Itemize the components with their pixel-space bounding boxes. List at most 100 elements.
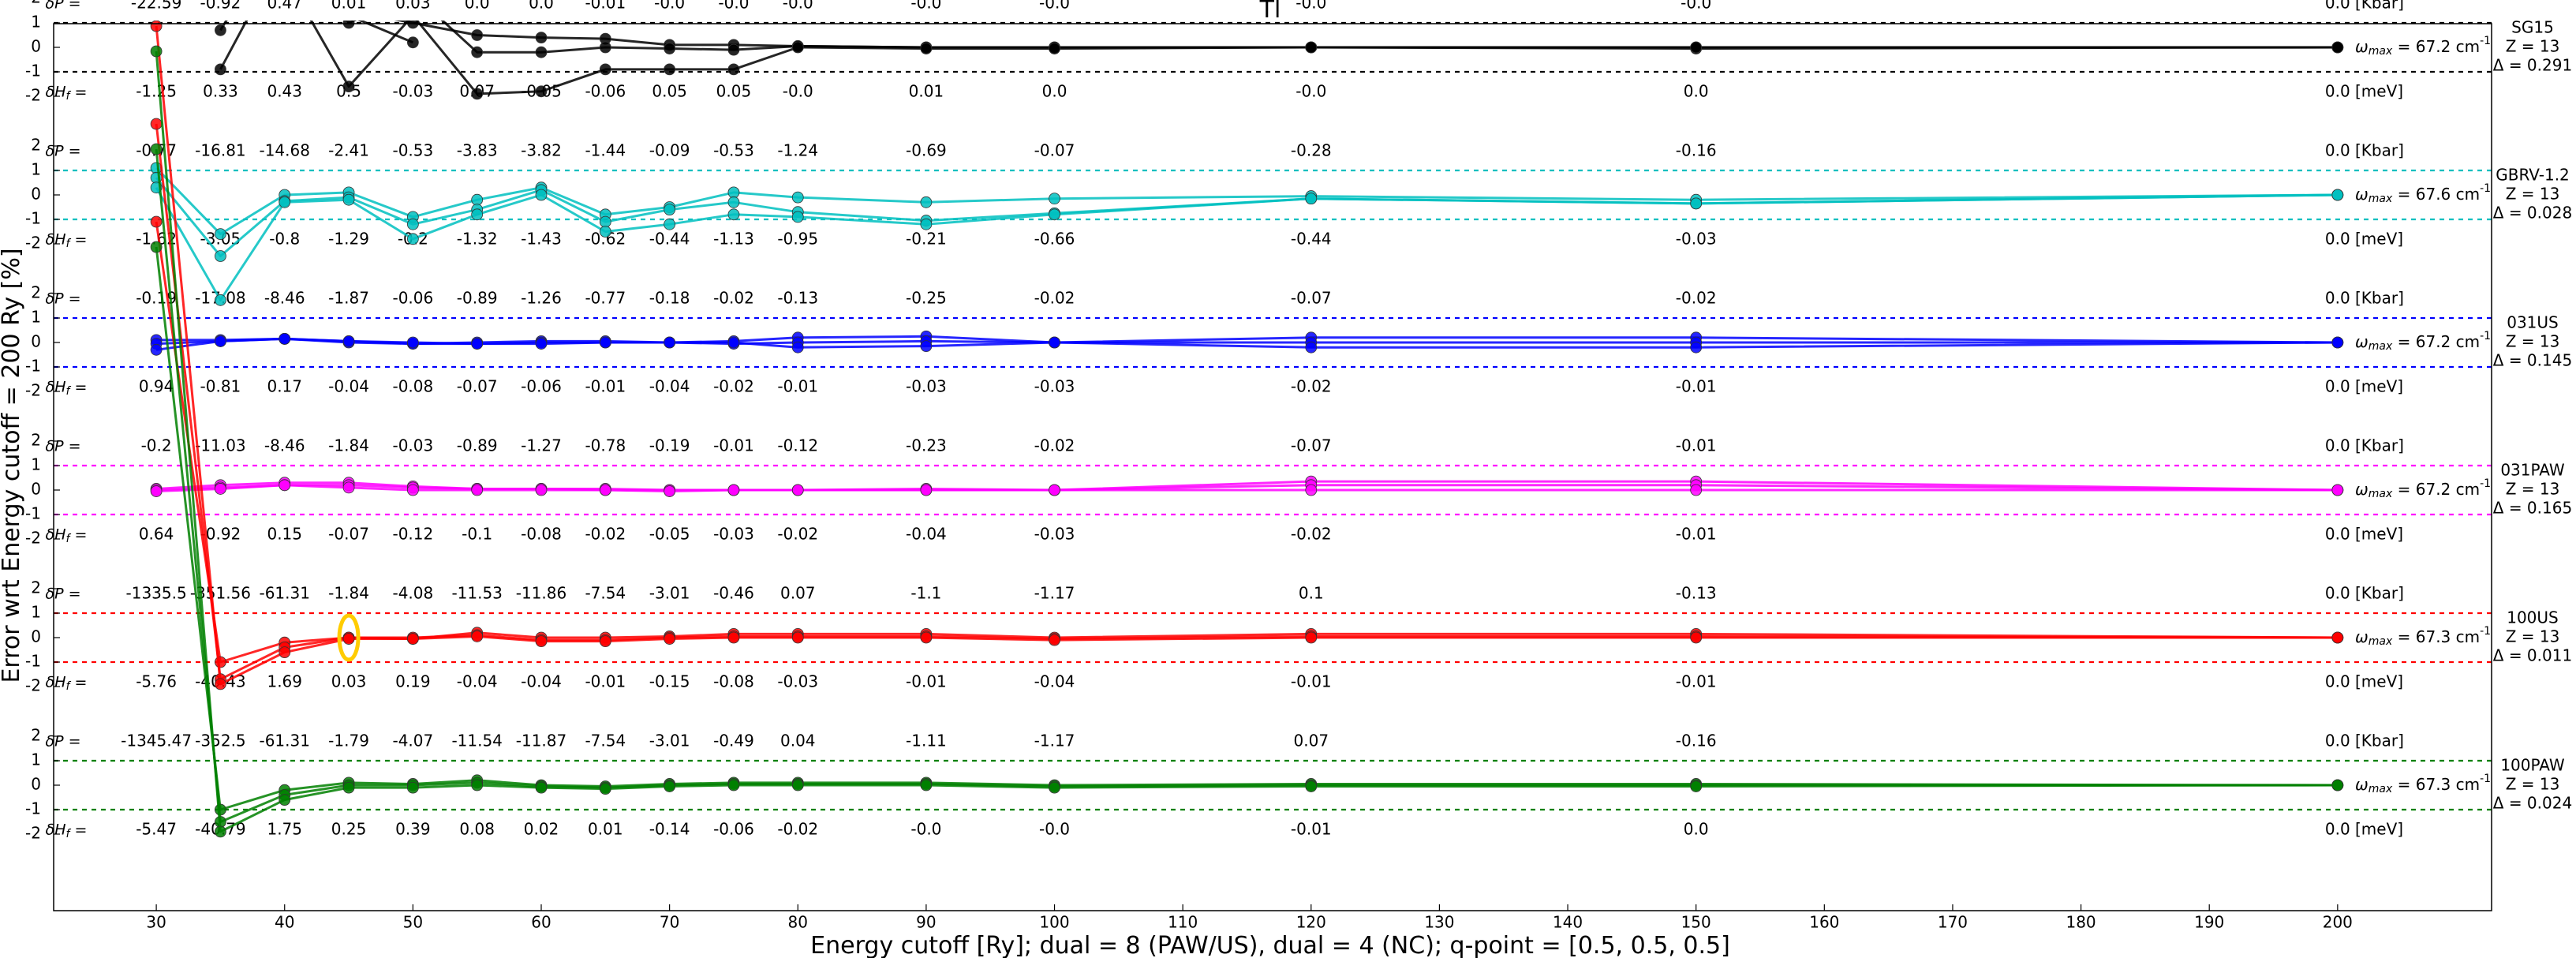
delta-h-value: -0.44 <box>649 230 690 249</box>
delta-p-value: -0.25 <box>906 289 947 308</box>
delta-h-label: δHf = <box>46 379 88 399</box>
delta-h-value: -0.04 <box>521 672 562 691</box>
delta-h-value: 0.0 <box>2325 820 2350 839</box>
chart-title: Tl <box>1259 0 1281 24</box>
y-tick-label: 1 <box>31 603 41 622</box>
y-tick-label: 1 <box>31 455 41 474</box>
y-tick-label: 2 <box>31 578 41 597</box>
x-tick-label: 130 <box>1424 913 1454 932</box>
y-tick-label: 2 <box>31 0 41 7</box>
delta-p-value: -0.19 <box>649 436 690 455</box>
delta-p-value: -11.03 <box>195 436 245 455</box>
data-point-100us <box>791 631 804 644</box>
y-tick-label: 1 <box>31 13 41 32</box>
y-tick-label: -2 <box>25 676 41 695</box>
x-tick-label: 120 <box>1296 913 1326 932</box>
omega-max-label: ωmax = 67.2 cm-1 <box>2355 35 2491 58</box>
delta-p-value: -61.31 <box>259 732 309 750</box>
y-tick-label: 2 <box>31 283 41 302</box>
data-point-gbrv-1-2 <box>215 250 226 262</box>
data-point-sg15 <box>1305 41 1318 54</box>
delta-h-value: -0.01 <box>585 377 626 396</box>
data-point-100paw <box>279 794 291 806</box>
delta-h-value: -0.06 <box>585 82 626 101</box>
data-point-sg15 <box>471 88 484 100</box>
data-point-031paw <box>920 484 933 496</box>
delta-p-value: -0.13 <box>777 289 818 308</box>
kbar-unit: [Kbar] <box>2355 732 2404 750</box>
panel-name-031us: 031US <box>2507 313 2559 332</box>
y-tick-label: 0 <box>31 775 41 794</box>
delta-p-value: -3.01 <box>649 732 690 750</box>
x-tick-label: 80 <box>788 913 808 932</box>
delta-h-value: -1.29 <box>328 230 369 249</box>
delta-h-value: -0.04 <box>906 525 947 544</box>
panel-delta-100paw: Δ = 0.024 <box>2493 794 2572 813</box>
x-tick-label: 170 <box>1938 913 1968 932</box>
delta-h-value: -0.01 <box>777 377 818 396</box>
delta-p-value: -0.23 <box>906 436 947 455</box>
delta-p-value: -0.07 <box>1034 141 1075 160</box>
delta-h-value: -0.02 <box>777 820 818 839</box>
data-point-sg15 <box>664 63 676 76</box>
x-tick-label: 40 <box>275 913 294 932</box>
data-point-100paw <box>2331 779 2344 791</box>
data-point-100us <box>150 21 163 32</box>
panel-z-100paw: Z = 13 <box>2506 775 2560 794</box>
delta-h-value: -0.03 <box>777 672 818 691</box>
delta-h-value: -5.76 <box>136 672 177 691</box>
data-point-sg15 <box>471 29 484 41</box>
delta-p-value: -16.81 <box>195 141 245 160</box>
delta-h-value: 0.0 <box>2325 672 2350 691</box>
data-point-sg15 <box>346 21 352 22</box>
delta-p-value: -1.11 <box>906 732 947 750</box>
panel-z-gbrv-1-2: Z = 13 <box>2506 185 2560 204</box>
delta-p-value: 0.07 <box>1294 732 1329 750</box>
data-point-031us <box>1049 336 1060 349</box>
delta-p-value: 0.1 <box>1299 584 1324 603</box>
data-point-031us <box>279 332 291 345</box>
data-point-031paw <box>664 485 676 497</box>
delta-p-value: -0.09 <box>649 141 690 160</box>
data-point-031us <box>406 336 419 349</box>
delta-p-value: -14.68 <box>259 141 309 160</box>
delta-p-value: -0.13 <box>1676 584 1717 603</box>
delta-h-value: -0.01 <box>1676 672 1717 691</box>
delta-h-value: 0.17 <box>267 377 302 396</box>
delta-p-value: -0.01 <box>713 436 754 455</box>
data-point-100us <box>406 633 419 645</box>
data-point-100paw <box>791 779 804 791</box>
delta-h-value: 1.69 <box>267 672 302 691</box>
data-point-sg15 <box>599 41 611 54</box>
panel-z-031paw: Z = 13 <box>2506 480 2560 499</box>
data-point-sg15 <box>409 21 417 22</box>
delta-h-value: -0.07 <box>457 377 498 396</box>
data-point-gbrv-1-2 <box>215 228 226 241</box>
delta-h-value: 0.0 <box>2325 377 2350 396</box>
delta-h-value: -1.43 <box>521 230 562 249</box>
delta-h-value: -0.02 <box>777 525 818 544</box>
delta-h-value: -0.8 <box>269 230 300 249</box>
data-point-100us <box>535 635 548 648</box>
plot-area <box>150 21 2344 838</box>
delta-p-value: -0.0 <box>718 0 749 13</box>
y-tick-label: 2 <box>31 726 41 745</box>
delta-p-value: 0.01 <box>331 0 367 13</box>
series-line-100paw-3 <box>155 51 2338 833</box>
delta-h-value: 0.0 <box>1684 82 1709 101</box>
delta-p-value: -22.59 <box>131 0 181 13</box>
delta-p-value: -3.83 <box>457 141 498 160</box>
y-tick-label: -1 <box>25 209 41 228</box>
delta-p-value: -0.07 <box>1291 289 1332 308</box>
delta-p-value: 0.0 <box>2325 436 2350 455</box>
data-point-100paw <box>342 781 355 794</box>
delta-h-value: -0.03 <box>1034 525 1075 544</box>
delta-p-value: -11.87 <box>516 732 566 750</box>
panel-name-100us: 100US <box>2507 608 2559 627</box>
data-point-sg15 <box>1049 43 1060 54</box>
data-point-031us <box>535 338 548 350</box>
data-point-sg15 <box>920 43 933 54</box>
delta-h-value: -0.95 <box>777 230 818 249</box>
y-tick-label: -2 <box>25 86 41 105</box>
